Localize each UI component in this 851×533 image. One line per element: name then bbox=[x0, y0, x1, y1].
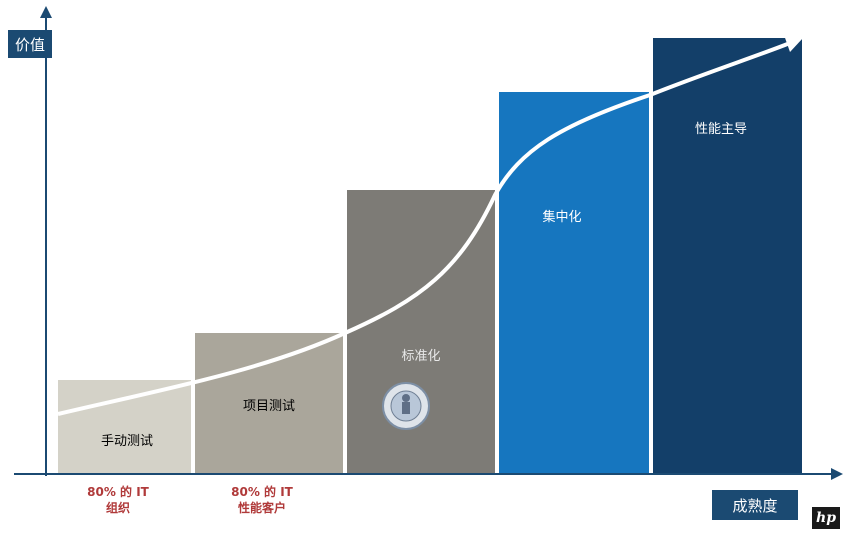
hp-logo-icon: hp bbox=[812, 507, 840, 529]
curve-arrowhead bbox=[784, 35, 803, 52]
x-axis-arrowhead bbox=[831, 468, 843, 480]
stage-bar-1 bbox=[195, 333, 343, 474]
note-it-org: 80% 的 IT 组织 bbox=[58, 484, 178, 516]
stage-label-manual: 手动测试 bbox=[100, 434, 153, 449]
stage-bars bbox=[58, 38, 802, 474]
note-it-org-line1: 80% 的 IT bbox=[87, 485, 149, 499]
stage-bar-0 bbox=[58, 380, 191, 474]
stage-bar-4 bbox=[653, 38, 802, 474]
seal-icon bbox=[382, 382, 430, 430]
stage-label-centralized: 集中化 bbox=[542, 210, 582, 225]
value-curve bbox=[57, 41, 791, 416]
stage-label-performance: 性能主导 bbox=[694, 122, 747, 137]
note-it-customers: 80% 的 IT 性能客户 bbox=[202, 484, 322, 516]
x-axis-label: 成熟度 bbox=[712, 490, 798, 520]
stage-label-project: 项目测试 bbox=[242, 399, 295, 414]
note-it-customers-line1: 80% 的 IT bbox=[231, 485, 293, 499]
note-it-org-line2: 组织 bbox=[105, 501, 130, 515]
y-axis-label: 价值 bbox=[8, 30, 52, 58]
y-axis-arrowhead bbox=[40, 6, 52, 18]
stage-label-standard: 标准化 bbox=[401, 349, 441, 364]
stage-bar-3 bbox=[499, 92, 649, 474]
note-it-customers-line2: 性能客户 bbox=[237, 501, 286, 515]
